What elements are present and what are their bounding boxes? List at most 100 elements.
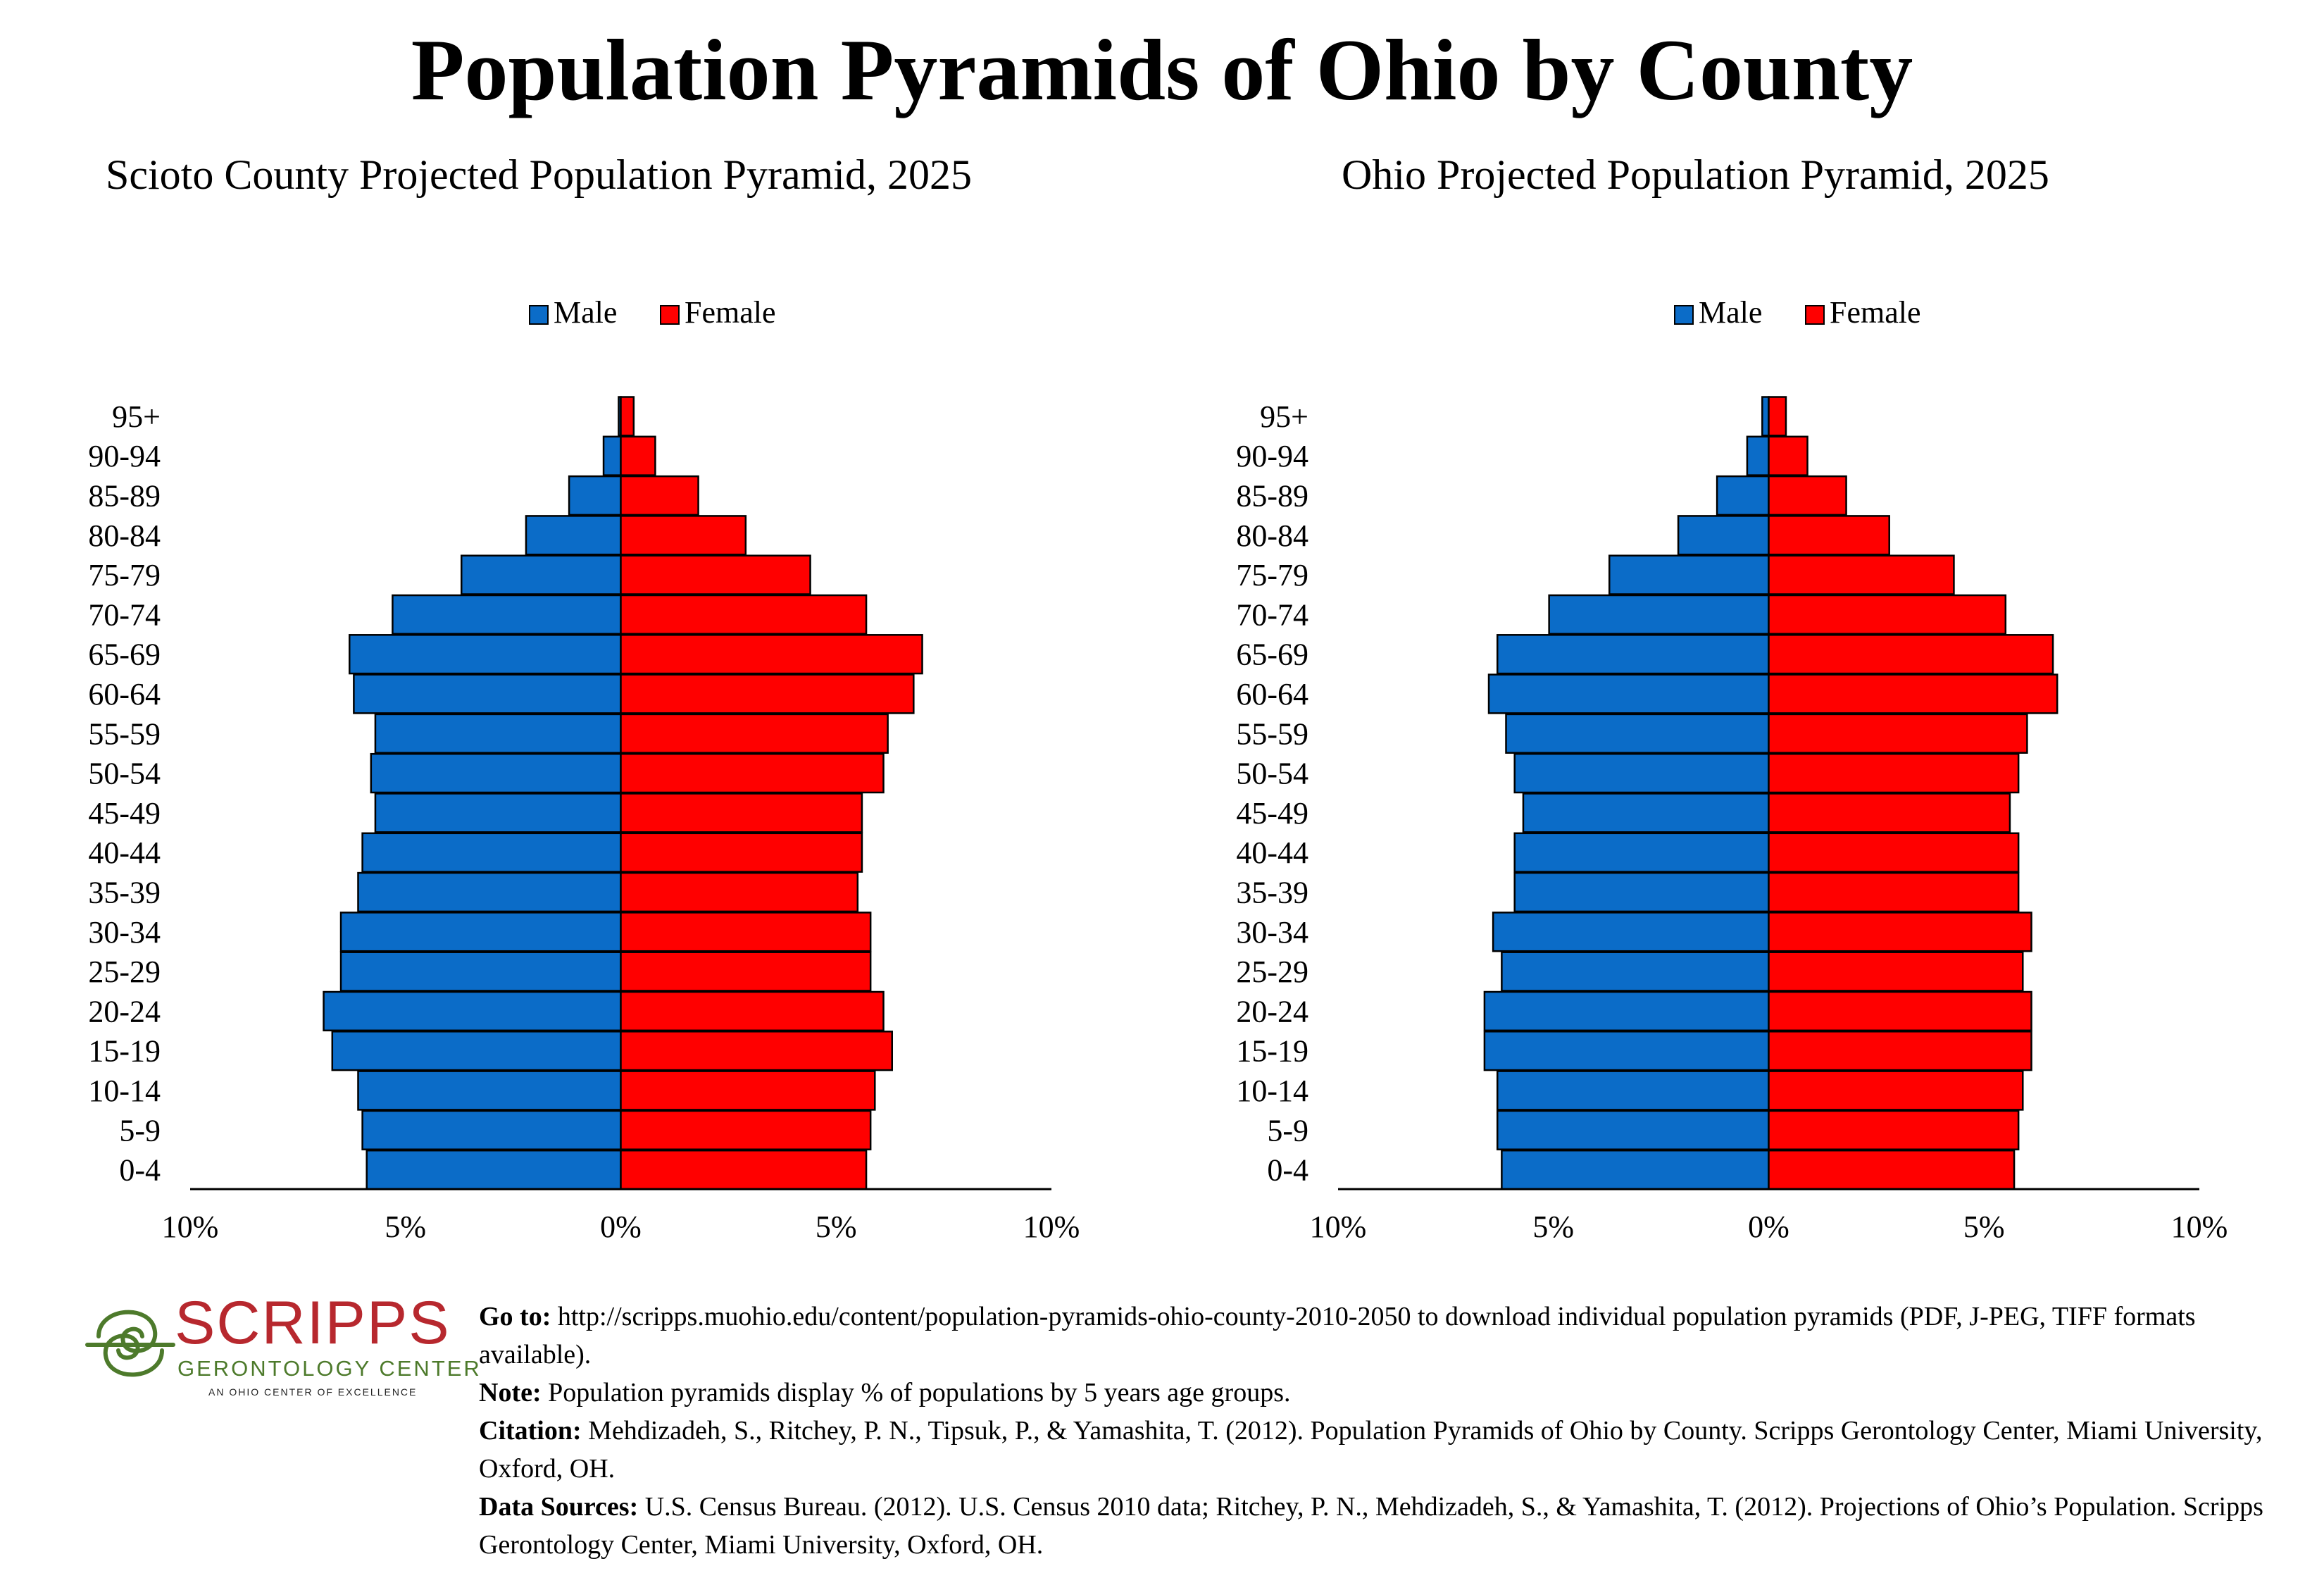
ohio-age-label: 30-34 <box>1236 915 1308 950</box>
scioto-female-bar <box>620 832 863 873</box>
scioto-age-label: 65-69 <box>88 638 161 672</box>
scioto-female-bar <box>620 594 868 635</box>
ohio-age-label: 25-29 <box>1236 955 1308 989</box>
ohio-age-label: 5-9 <box>1267 1113 1308 1148</box>
ohio-age-label: 45-49 <box>1236 796 1308 831</box>
scioto-male-bar <box>374 792 622 833</box>
ohio-female-bar <box>1768 554 1955 595</box>
ohio-male-bar <box>1548 594 1770 635</box>
scioto-female-bar <box>620 1149 868 1191</box>
scioto-age-label: 20-24 <box>88 994 161 1028</box>
scioto-male-bar <box>568 475 622 516</box>
ohio-male-bar <box>1716 475 1770 516</box>
scioto-female-bar <box>620 871 859 913</box>
ohio-x-tick-label: 10% <box>2171 1210 2228 1244</box>
scioto-male-bar <box>370 752 622 794</box>
ohio-chart-title: Ohio Projected Population Pyramid, 2025 <box>1342 151 2049 198</box>
ohio-male-bar <box>1677 515 1770 556</box>
ohio-male-bar <box>1746 435 1770 476</box>
scioto-male-bar <box>366 1149 622 1191</box>
ohio-age-label: 75-79 <box>1236 558 1308 592</box>
scioto-female-bar <box>620 1110 872 1150</box>
citation-note: Citation: Mehdizadeh, S., Ritchey, P. N.… <box>479 1412 2310 1488</box>
sources-note: Data Sources: U.S. Census Bureau. (2012)… <box>479 1488 2310 1564</box>
ohio-male-bar <box>1497 634 1770 675</box>
scioto-age-label: 35-39 <box>88 876 161 910</box>
ohio-female-bar <box>1768 713 2028 754</box>
scioto-female-bar <box>620 673 915 714</box>
page-title: Population Pyramids of Ohio by County <box>411 22 1913 118</box>
scioto-male-bar <box>357 871 622 913</box>
citation-text: Mehdizadeh, S., Ritchey, P. N., Tipsuk, … <box>479 1416 2263 1484</box>
scioto-female-bar <box>620 912 872 952</box>
ohio-female-bar <box>1768 1070 2024 1111</box>
ohio-male-bar <box>1513 832 1770 873</box>
ohio-male-bar <box>1492 912 1770 952</box>
ohio-female-bar <box>1768 515 1890 556</box>
scioto-legend-label-female: Female <box>685 295 776 330</box>
ohio-age-label: 60-64 <box>1236 677 1308 711</box>
logo-subtitle: GERONTOLOGY CENTER <box>177 1356 482 1381</box>
scioto-female-bar <box>620 634 923 675</box>
ohio-age-label: 80-84 <box>1236 518 1308 553</box>
scioto-male-bar <box>353 673 622 714</box>
ohio-age-label: 55-59 <box>1236 716 1308 751</box>
ohio-male-bar <box>1505 713 1770 754</box>
ohio-male-bar <box>1487 673 1770 714</box>
ohio-female-bar <box>1768 871 2020 913</box>
scioto-x-tick-label: 10% <box>162 1210 219 1244</box>
ohio-age-label: 0-4 <box>1267 1153 1308 1188</box>
scioto-age-label: 80-84 <box>88 518 161 553</box>
scioto-female-bar <box>620 475 699 516</box>
scioto-age-label: 75-79 <box>88 558 161 592</box>
ohio-age-label: 90-94 <box>1236 439 1308 473</box>
scioto-female-bar <box>620 435 656 476</box>
ohio-x-tick-label: 5% <box>1963 1210 2005 1244</box>
ohio-age-label: 40-44 <box>1236 835 1308 870</box>
scioto-legend-swatch-female <box>660 305 680 325</box>
ohio-female-bar <box>1768 673 2059 714</box>
scioto-female-bar <box>620 951 872 992</box>
scioto-x-tick-label: 5% <box>385 1210 426 1244</box>
scioto-male-bar <box>349 634 622 675</box>
ohio-male-bar <box>1501 1149 1770 1191</box>
note-text: Population pyramids display % of populat… <box>541 1378 1291 1407</box>
ohio-male-bar <box>1608 554 1770 595</box>
scripps-logo: SCRIPPS GERONTOLOGY CENTER AN OHIO CENTE… <box>85 1293 480 1405</box>
scioto-legend-label-male: Male <box>554 295 617 330</box>
ohio-female-bar <box>1768 752 2020 794</box>
ohio-age-label: 20-24 <box>1236 994 1308 1028</box>
sources-text: U.S. Census Bureau. (2012). U.S. Census … <box>479 1492 2263 1560</box>
ohio-female-bar <box>1768 832 2020 873</box>
scioto-age-label: 0-4 <box>119 1153 161 1188</box>
ohio-female-bar <box>1768 435 1808 476</box>
scioto-age-label: 70-74 <box>88 597 161 632</box>
scioto-male-bar <box>602 435 622 476</box>
scioto-age-label: 95+ <box>112 399 161 434</box>
ohio-female-bar <box>1768 1110 2020 1150</box>
goto-text: http://scripps.muohio.edu/content/popula… <box>479 1302 2196 1369</box>
notes-block: Go to: http://scripps.muohio.edu/content… <box>479 1298 2310 1564</box>
citation-label: Citation: <box>479 1416 582 1446</box>
goto-note: Go to: http://scripps.muohio.edu/content… <box>479 1298 2310 1374</box>
scioto-female-bar <box>620 1031 893 1071</box>
scioto-male-bar <box>323 990 622 1032</box>
ohio-male-bar <box>1483 1031 1770 1071</box>
ohio-female-bar <box>1768 990 2032 1032</box>
scioto-male-bar <box>361 832 622 873</box>
ohio-x-tick-label: 5% <box>1532 1210 1574 1244</box>
scioto-age-label: 25-29 <box>88 955 161 989</box>
ohio-age-label: 95+ <box>1260 399 1308 434</box>
scioto-age-label: 30-34 <box>88 915 161 950</box>
scioto-age-label: 55-59 <box>88 716 161 751</box>
ohio-age-label: 10-14 <box>1236 1074 1308 1108</box>
ohio-female-bar <box>1768 951 2024 992</box>
ohio-age-label: 70-74 <box>1236 597 1308 632</box>
scioto-x-tick-label: 10% <box>1023 1210 1080 1244</box>
scioto-x-tick-label: 0% <box>600 1210 642 1244</box>
scioto-age-label: 15-19 <box>88 1034 161 1069</box>
ohio-legend-label-male: Male <box>1699 295 1762 330</box>
scioto-male-bar <box>460 554 622 595</box>
scioto-male-bar <box>392 594 622 635</box>
scioto-age-label: 50-54 <box>88 757 161 791</box>
